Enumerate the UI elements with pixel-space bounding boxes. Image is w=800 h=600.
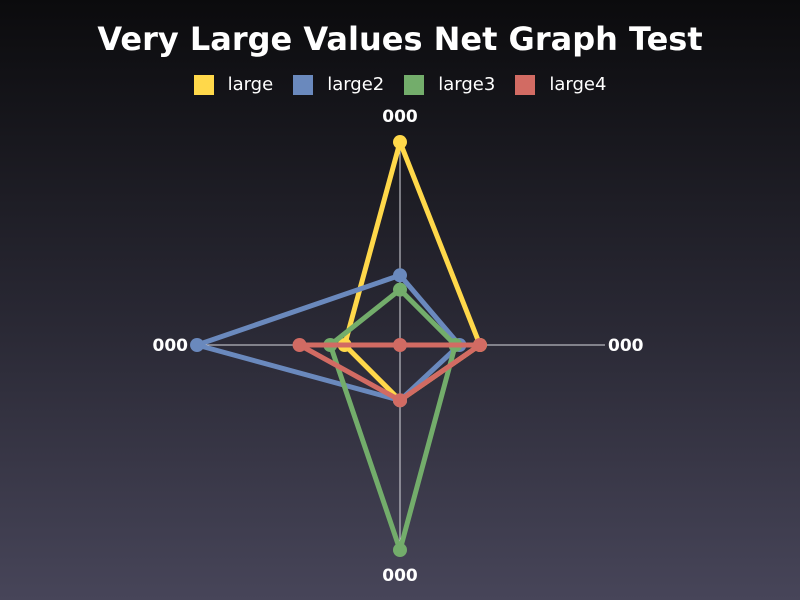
legend-label-large: large (227, 74, 274, 95)
legend-swatch-large4 (515, 74, 536, 95)
series-point-large4-2[interactable] (393, 393, 407, 408)
legend-swatch-large (193, 74, 214, 95)
axis-label-bottom: 000 (382, 566, 418, 586)
series-point-large4-0[interactable] (393, 338, 407, 352)
legend-item-large[interactable]: large (193, 74, 274, 95)
series-point-large2-3[interactable] (190, 338, 205, 352)
axis-label-top: 000 (382, 107, 418, 127)
legend-item-large2[interactable]: large2 (293, 74, 384, 95)
radar-axis-labels: 000 000 000 000 (153, 107, 644, 586)
legend-item-large3[interactable]: large3 (404, 74, 495, 95)
series-line-large2 (194, 272, 462, 403)
series-point-large-0[interactable] (393, 135, 407, 150)
series-point-large4-3[interactable] (292, 338, 307, 352)
radar-series (190, 135, 487, 557)
legend-label-large2: large2 (327, 74, 385, 95)
series-point-large3-0[interactable] (393, 282, 407, 297)
axis-label-right: 000 (608, 336, 644, 356)
legend: large large2 large3 large4 (0, 74, 800, 95)
legend-label-large4: large4 (549, 74, 607, 95)
series-line-large3 (327, 287, 458, 553)
chart-title: Very Large Values Net Graph Test (97, 20, 703, 58)
legend-swatch-large3 (404, 74, 425, 95)
series-point-large4-1[interactable] (472, 338, 487, 352)
series-point-large3-2[interactable] (393, 543, 407, 557)
series-point-large2-0[interactable] (393, 268, 407, 283)
legend-item-large4[interactable]: large4 (515, 74, 606, 95)
legend-label-large3: large3 (438, 74, 496, 95)
legend-swatch-large2 (293, 74, 314, 95)
axis-label-left: 000 (153, 336, 189, 356)
